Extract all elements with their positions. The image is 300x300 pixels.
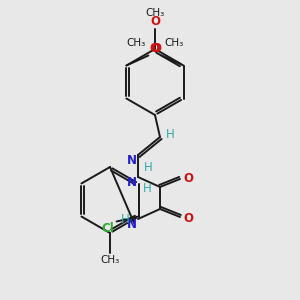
Text: N: N [127,176,137,189]
Text: O: O [183,212,193,224]
Text: CH₃: CH₃ [146,8,165,18]
Text: O: O [183,172,193,184]
Text: O: O [150,15,160,28]
Text: H: H [166,128,175,142]
Text: O: O [152,41,161,55]
Text: CH₃: CH₃ [126,38,146,49]
Text: Cl: Cl [102,223,115,236]
Text: H: H [143,182,152,195]
Text: CH₃: CH₃ [164,38,184,49]
Text: CH₃: CH₃ [100,255,120,265]
Text: H: H [121,213,130,226]
Text: O: O [150,41,160,55]
Text: N: N [127,154,137,167]
Text: H: H [144,161,153,174]
Text: N: N [127,218,137,231]
